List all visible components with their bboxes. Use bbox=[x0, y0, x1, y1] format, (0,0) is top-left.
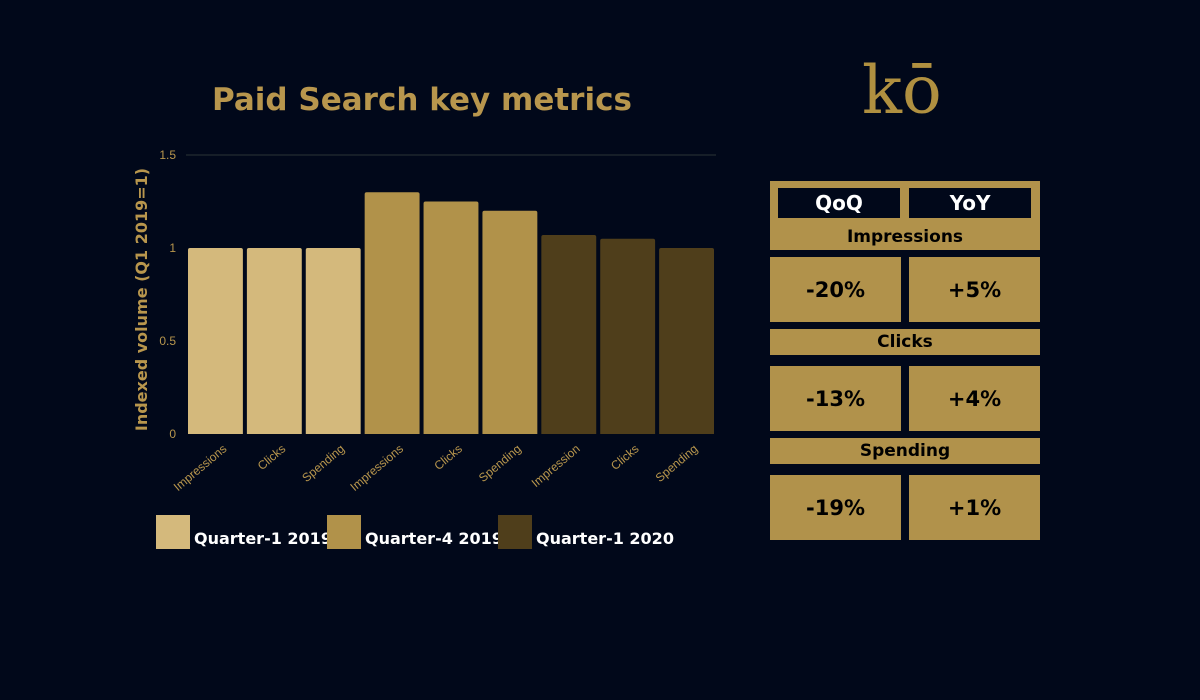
x-tick-label: Clicks bbox=[255, 442, 289, 473]
yoy-header: YoY bbox=[909, 188, 1031, 218]
x-tick-label: Impression bbox=[529, 442, 583, 490]
y-tick-label: 0.5 bbox=[159, 334, 176, 348]
y-tick-label: 1 bbox=[169, 241, 176, 255]
impressions-yoy-value: +5% bbox=[909, 257, 1040, 322]
section-label-spending: Spending bbox=[770, 438, 1040, 464]
bar-clicks bbox=[246, 248, 302, 434]
x-tick-label: Spending bbox=[653, 442, 701, 485]
y-axis-label: Indexed volume (Q1 2019=1) bbox=[132, 168, 151, 431]
stats-panel: QoQ YoY Impressions -20% +5% Clicks -13%… bbox=[770, 181, 1040, 540]
legend-label: Quarter-4 2019 bbox=[365, 529, 503, 548]
legend-swatch bbox=[156, 515, 190, 549]
legend-label: Quarter-1 2019 bbox=[194, 529, 332, 548]
brand-logo: kō bbox=[862, 52, 942, 129]
x-tick-label: Clicks bbox=[608, 442, 642, 473]
section-label-impressions: Impressions bbox=[770, 224, 1040, 250]
bar-spending bbox=[482, 210, 538, 434]
qoq-header: QoQ bbox=[778, 188, 900, 218]
clicks-qoq-value: -13% bbox=[770, 366, 901, 431]
x-tick-label: Clicks bbox=[431, 442, 465, 473]
bar-impressions bbox=[188, 248, 243, 434]
bar-clicks bbox=[600, 238, 656, 434]
x-tick-label: Spending bbox=[299, 442, 347, 485]
bar-clicks bbox=[423, 201, 479, 434]
impressions-qoq-value: -20% bbox=[770, 257, 901, 322]
section-label-clicks: Clicks bbox=[770, 329, 1040, 355]
bar-impressions bbox=[364, 192, 420, 434]
x-tick-label: Spending bbox=[476, 442, 524, 485]
legend-swatch bbox=[327, 515, 361, 549]
bar-chart: 0 0.5 1 1.5 Indexed volume (Q1 2019=1) Impres… bbox=[132, 148, 716, 494]
bar-spending bbox=[659, 248, 714, 434]
bar-impression bbox=[541, 234, 597, 434]
x-tick-label: Impressions bbox=[171, 442, 230, 494]
clicks-yoy-value: +4% bbox=[909, 366, 1040, 431]
spending-qoq-value: -19% bbox=[770, 475, 901, 540]
legend-label: Quarter-1 2020 bbox=[536, 529, 674, 548]
spending-yoy-value: +1% bbox=[909, 475, 1040, 540]
bar-spending bbox=[305, 248, 361, 434]
y-tick-label: 0 bbox=[169, 427, 176, 441]
chart-title: Paid Search key metrics bbox=[212, 82, 632, 118]
y-tick-label: 1.5 bbox=[159, 148, 176, 162]
x-tick-label: Impressions bbox=[347, 442, 406, 494]
legend-swatch bbox=[498, 515, 532, 549]
